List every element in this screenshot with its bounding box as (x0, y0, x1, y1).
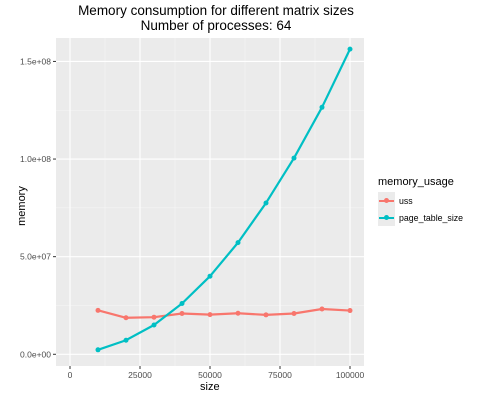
data-point-uss (207, 312, 213, 318)
legend-item-uss: uss (378, 192, 463, 209)
legend-item-page-table-size: page_table_size (378, 209, 463, 226)
legend-key-page-table-size (378, 209, 395, 226)
data-point-page-table-size (123, 337, 129, 343)
x-axis-title: size (200, 381, 220, 393)
x-tick-label: 25000 (128, 370, 152, 380)
y-tick-label: 1.0e+08 (20, 154, 51, 164)
data-point-page-table-size (179, 301, 185, 307)
chart-title: Memory consumption for different matrix … (78, 3, 354, 18)
legend-label-uss: uss (399, 195, 413, 206)
data-point-uss (179, 310, 185, 316)
x-tick-label: 100000 (336, 370, 365, 380)
data-point-uss (319, 306, 325, 312)
data-point-page-table-size (95, 347, 101, 353)
data-point-page-table-size (235, 240, 241, 246)
x-tick-label: 75000 (268, 370, 292, 380)
data-point-uss (151, 314, 157, 320)
data-point-uss (123, 315, 129, 321)
y-tick-label: 0.0e+00 (20, 349, 51, 359)
data-point-page-table-size (151, 322, 157, 328)
y-axis-title: memory (16, 186, 28, 226)
x-tick-label: 0 (68, 370, 73, 380)
data-point-page-table-size (347, 46, 353, 52)
x-tick-label: 50000 (198, 370, 222, 380)
data-point-uss (347, 308, 353, 314)
data-point-uss (291, 310, 297, 316)
series-line-page-table-size (97, 48, 351, 351)
data-point-uss (235, 310, 241, 316)
data-point-page-table-size (207, 273, 213, 279)
y-tick-label: 5.0e+07 (20, 252, 51, 262)
legend: memory_usage uss page_table_size (378, 176, 463, 226)
data-point-page-table-size (263, 200, 269, 206)
data-point-uss (95, 307, 101, 313)
data-point-uss (263, 312, 269, 318)
y-tick-label: 1.5e+08 (20, 56, 51, 66)
series-line-uss (97, 307, 351, 319)
data-point-page-table-size (291, 155, 297, 161)
legend-key-uss (378, 192, 395, 209)
data-point-page-table-size (319, 104, 325, 110)
chart-subtitle: Number of processes: 64 (140, 18, 292, 33)
legend-label-page-table-size: page_table_size (399, 212, 464, 223)
legend-title: memory_usage (378, 176, 454, 188)
